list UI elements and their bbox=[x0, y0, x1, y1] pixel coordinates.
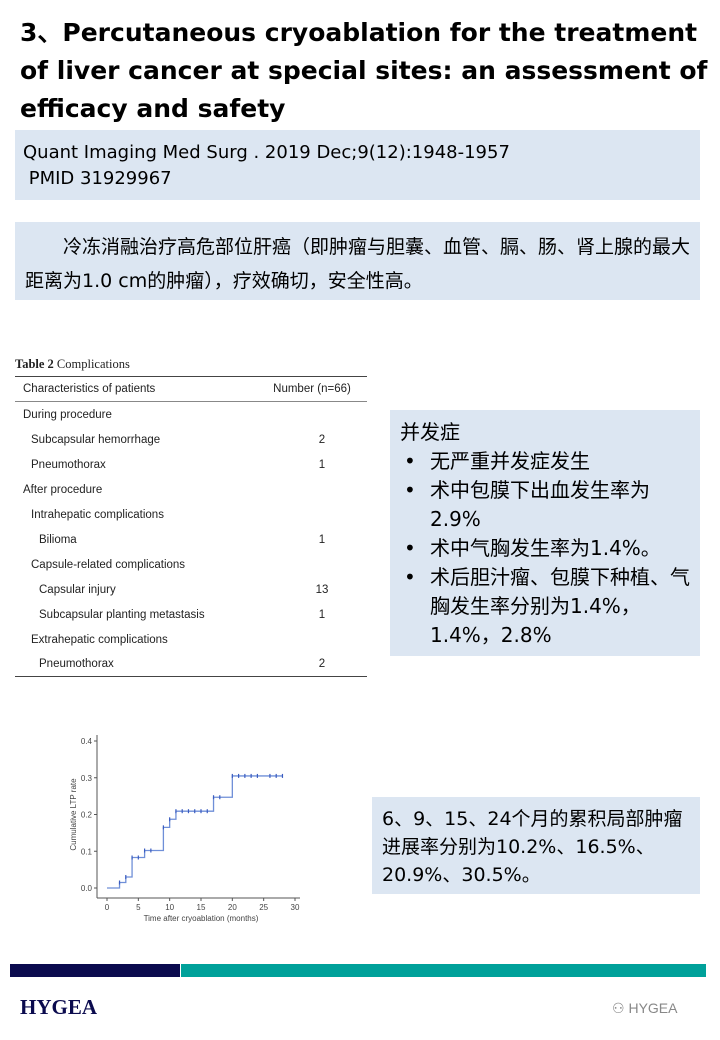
x-tick-label: 25 bbox=[259, 903, 268, 912]
x-tick-label: 10 bbox=[165, 903, 174, 912]
header-characteristics: Characteristics of patients bbox=[23, 383, 156, 395]
complications-table: Table 2 Complications Characteristics of… bbox=[15, 357, 367, 677]
watermark: ⚇ HYGEA bbox=[612, 1000, 677, 1017]
row-label: Pneumothorax bbox=[31, 458, 106, 471]
row-label: Capsule-related complications bbox=[31, 558, 186, 571]
complications-heading: 并发症 bbox=[400, 420, 460, 444]
watermark-text: HYGEA bbox=[628, 1000, 678, 1016]
footer-bar-navy bbox=[10, 964, 180, 977]
caption-text: Complications bbox=[56, 357, 130, 371]
ltp-chart: 0 5 10 15 20 25 30 0.0 0.1 0.2 0.3 0.4 Time after cr… bbox=[69, 735, 300, 923]
row-label: Capsular injury bbox=[39, 583, 116, 596]
table-row: Capsule-related complications bbox=[15, 552, 367, 577]
citation-box: Quant Imaging Med Surg . 2019 Dec;9(12):… bbox=[15, 130, 700, 200]
row-value: 2 bbox=[318, 433, 326, 446]
x-tick-label: 20 bbox=[228, 903, 237, 912]
y-axis-label: Cumulative LTP rate bbox=[69, 778, 78, 851]
footer-bar-teal bbox=[181, 964, 706, 977]
table-row: Extrahepatic complications bbox=[15, 627, 367, 652]
row-label: Bilioma bbox=[39, 533, 77, 546]
complications-summary-box: 并发症 无严重并发症发生 术中包膜下出血发生率为2.9% 术中气胸发生率为1.4… bbox=[390, 410, 700, 656]
table-row: Subcapsular hemorrhage 2 bbox=[15, 427, 367, 452]
row-label: Subcapsular planting metastasis bbox=[39, 608, 205, 621]
table-caption: Table 2 Complications bbox=[15, 357, 367, 377]
citation-journal: Quant Imaging Med Surg . 2019 Dec;9(12):… bbox=[23, 142, 510, 163]
ltp-summary-box: 6、9、15、24个月的累积局部肿瘤进展率分别为10.2%、16.5%、20.9… bbox=[372, 797, 700, 894]
bullet-item: 无严重并发症发生 bbox=[400, 447, 690, 476]
citation-pmid: PMID 31929967 bbox=[23, 168, 172, 189]
table-row: After procedure bbox=[15, 477, 367, 502]
x-tick-label: 15 bbox=[197, 903, 206, 912]
row-label: Pneumothorax bbox=[39, 658, 114, 670]
summary-box: 冷冻消融治疗高危部位肝癌（即肿瘤与胆囊、血管、膈、肠、肾上腺的最大距离为1.0 … bbox=[15, 222, 700, 300]
table-row: Subcapsular planting metastasis 1 bbox=[15, 602, 367, 627]
bullet-item: 术中包膜下出血发生率为2.9% bbox=[400, 476, 690, 534]
x-tick-label: 0 bbox=[105, 903, 110, 912]
header-number: Number (n=66) bbox=[273, 383, 351, 395]
row-value: 13 bbox=[315, 583, 329, 596]
table-row: During procedure bbox=[15, 402, 367, 427]
x-tick-label: 30 bbox=[291, 903, 300, 912]
table-row: Pneumothorax 1 bbox=[15, 452, 367, 477]
row-value: 1 bbox=[318, 458, 326, 471]
caption-label: Table 2 bbox=[15, 357, 54, 371]
y-tick-label: 0.1 bbox=[81, 847, 93, 856]
row-label: During procedure bbox=[23, 408, 112, 421]
bullet-item: 术中气胸发生率为1.4%。 bbox=[400, 534, 690, 563]
slide-title: 3、Percutaneous cryoablation for the trea… bbox=[20, 18, 708, 123]
row-label: Extrahepatic complications bbox=[31, 633, 168, 646]
y-tick-label: 0.4 bbox=[81, 737, 93, 746]
table-row: Pneumothorax 2 bbox=[15, 652, 367, 677]
wechat-icon: ⚇ bbox=[612, 1000, 629, 1016]
y-tick-label: 0.2 bbox=[81, 811, 93, 820]
row-value: 1 bbox=[318, 608, 326, 621]
table-row: Bilioma 1 bbox=[15, 527, 367, 552]
x-tick-label: 5 bbox=[136, 903, 141, 912]
row-value: 2 bbox=[318, 658, 326, 670]
x-axis-label: Time after cryoablation (months) bbox=[144, 914, 259, 923]
row-value: 1 bbox=[318, 533, 326, 546]
hygea-logo: HYGEA bbox=[20, 995, 98, 1019]
table-header: Characteristics of patients Number (n=66) bbox=[15, 377, 367, 402]
table-row: Capsular injury 13 bbox=[15, 577, 367, 602]
km-step-line bbox=[107, 775, 283, 889]
row-label: Subcapsular hemorrhage bbox=[31, 433, 161, 446]
row-label: After procedure bbox=[23, 483, 103, 496]
table-row: Intrahepatic complications bbox=[15, 502, 367, 527]
y-tick-label: 0.0 bbox=[81, 884, 93, 893]
y-tick-label: 0.3 bbox=[81, 774, 93, 783]
bullet-item: 术后胆汁瘤、包膜下种植、气胸发生率分别为1.4%，1.4%，2.8% bbox=[400, 563, 690, 650]
row-label: Intrahepatic complications bbox=[31, 508, 164, 521]
